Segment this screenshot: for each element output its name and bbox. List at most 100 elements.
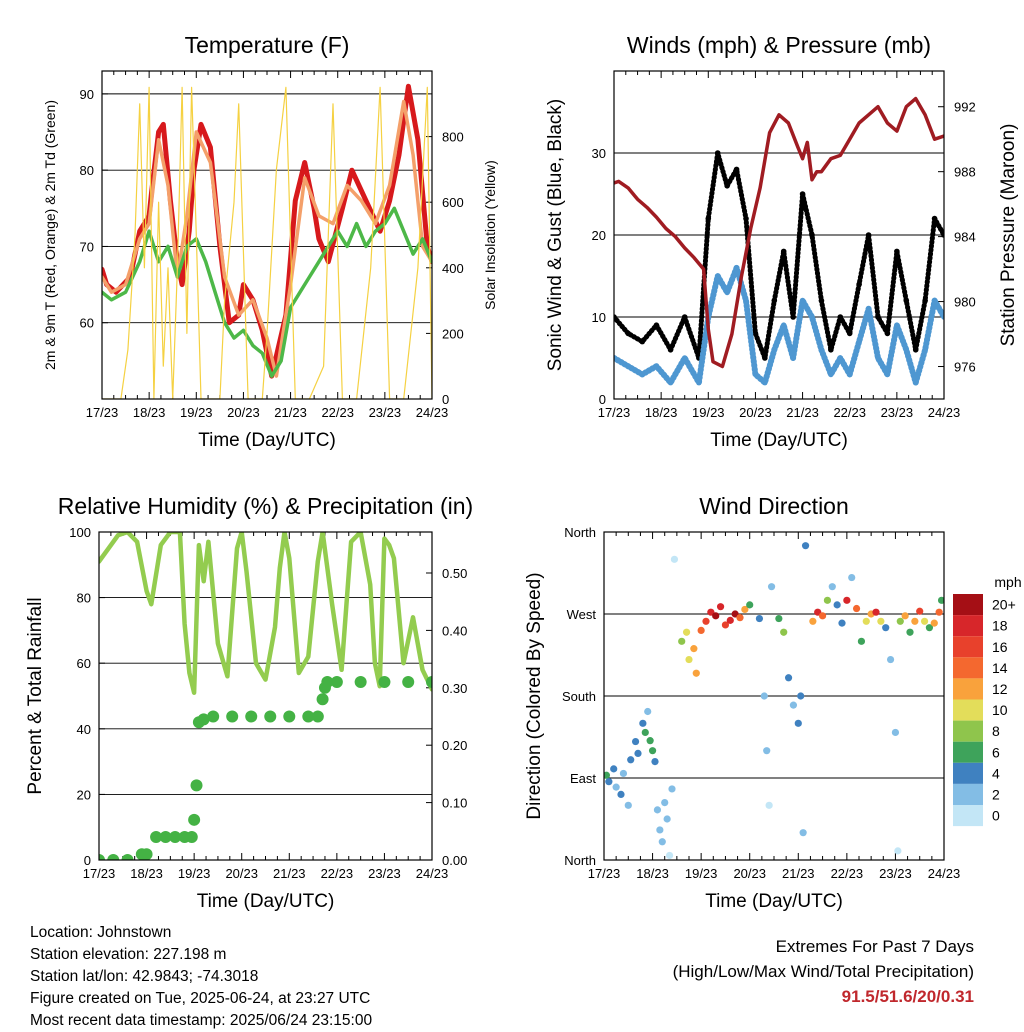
direction-point	[872, 608, 880, 616]
y-tick-label: 100	[69, 525, 91, 540]
y-tick-label: 60	[77, 656, 91, 671]
direction-point	[894, 847, 902, 855]
point-precip	[302, 710, 315, 723]
point-precip	[311, 710, 324, 723]
series-td2m	[102, 206, 432, 378]
colorbar-swatch	[953, 762, 983, 784]
point-precip	[207, 710, 220, 723]
extremes-block: Extremes For Past 7 Days (High/Low/Max W…	[673, 934, 974, 1009]
y2-tick-label: 600	[442, 195, 464, 210]
direction-point	[624, 801, 632, 809]
colorbar-label: 4	[992, 765, 1000, 781]
x-tick-label: 20/23	[739, 405, 772, 420]
x-axis-label: Time (Day/UTC)	[710, 430, 848, 451]
point-wind	[903, 347, 910, 353]
point-wind	[922, 347, 928, 353]
direction-point	[896, 617, 904, 625]
plot-frame	[613, 70, 945, 400]
series-rh	[99, 532, 432, 695]
direction-point	[886, 655, 895, 664]
point-precip	[99, 854, 105, 860]
extremes-values: 91.5/51.6/20/0.31	[841, 987, 974, 1006]
plot-area	[102, 83, 432, 399]
point-gust	[875, 314, 881, 320]
point-gust	[771, 297, 778, 304]
chart-title: Winds (mph) & Pressure (mb)	[627, 32, 931, 58]
recent-data-text: Most recent data timestamp: 2025/06/24 2…	[30, 1012, 373, 1029]
x-tick-label: 24/23	[416, 405, 449, 420]
x-tick-label: 21/23	[782, 866, 815, 881]
x-tick-label: 22/23	[321, 405, 354, 420]
colorbar-label: 6	[992, 744, 1000, 760]
direction-point	[818, 612, 827, 620]
x-tick-label: 20/23	[225, 866, 258, 881]
y-tick-label: 60	[80, 316, 94, 331]
direction-point	[765, 801, 773, 809]
direction-point	[619, 769, 628, 778]
elevation-text: Station elevation: 227.198 m	[30, 946, 227, 963]
y-tick-label: 80	[77, 591, 91, 606]
x-tick-label: 24/23	[416, 866, 449, 881]
direction-point	[678, 637, 686, 645]
direction-point	[937, 596, 944, 604]
point-precip	[107, 854, 120, 860]
colorbar-title: mph	[994, 574, 1021, 590]
direction-point	[653, 806, 662, 814]
colorbar-swatch	[953, 783, 983, 805]
y2-axis-label: Solar Insolation (Yellow)	[482, 160, 498, 310]
y2-tick-label: 0.20	[442, 738, 467, 753]
direction-point	[784, 674, 793, 682]
point-wind	[875, 355, 881, 361]
direction-point	[760, 692, 768, 700]
x-tick-label: 19/23	[692, 405, 725, 420]
y2-tick-label: 800	[442, 130, 464, 145]
direction-point	[685, 655, 693, 664]
direction-point	[648, 747, 657, 755]
direction-point	[852, 604, 861, 613]
point-gust	[743, 215, 749, 222]
winds-pressure-panel: Winds (mph) & Pressure (mb) 0 10 20 30 976 980…	[545, 32, 1019, 451]
point-gust	[724, 183, 730, 189]
point-wind	[828, 371, 834, 378]
point-wind	[790, 355, 796, 361]
x-tick-label: 19/23	[685, 866, 718, 881]
point-wind	[724, 289, 730, 296]
point-gust	[752, 330, 759, 337]
colorbar-label: 0	[992, 808, 1000, 824]
colorbar-label: 14	[992, 660, 1008, 676]
direction-point	[833, 601, 841, 609]
point-wind	[818, 347, 825, 353]
direction-point	[916, 607, 924, 615]
direction-point	[828, 583, 836, 591]
direction-point	[726, 616, 734, 624]
direction-point	[617, 790, 625, 799]
direction-point	[605, 778, 613, 786]
x-tick-label: 17/23	[588, 866, 621, 881]
direction-point	[668, 785, 676, 793]
point-gust	[846, 330, 853, 337]
direction-point	[794, 719, 802, 727]
x-tick-label: 18/23	[133, 405, 166, 420]
y-tick-label: 20	[592, 228, 606, 243]
y-tick-label: 20	[77, 787, 91, 802]
latlon-text: Station lat/lon: 42.9843; -74.3018	[30, 968, 259, 985]
y-tick-label: North	[564, 525, 596, 540]
point-gust	[614, 314, 617, 320]
x-tick-label: 19/23	[180, 405, 213, 420]
y2-tick-label: 0.10	[442, 796, 467, 811]
x-axis-label: Time (Day/UTC)	[197, 891, 335, 912]
point-precip	[197, 713, 210, 726]
direction-point	[930, 619, 938, 627]
direction-point	[634, 749, 642, 758]
x-tick-label: 18/23	[130, 866, 163, 881]
direction-point	[697, 626, 705, 635]
extremes-title: Extremes For Past 7 Days	[775, 937, 974, 956]
point-gust	[828, 347, 834, 353]
direction-point	[631, 737, 640, 746]
point-precip	[169, 831, 182, 844]
direction-point	[891, 728, 900, 737]
colorbar-swatch	[953, 594, 983, 616]
x-tick-label: 17/23	[86, 405, 119, 420]
point-wind	[912, 379, 919, 386]
point-wind	[865, 306, 872, 312]
